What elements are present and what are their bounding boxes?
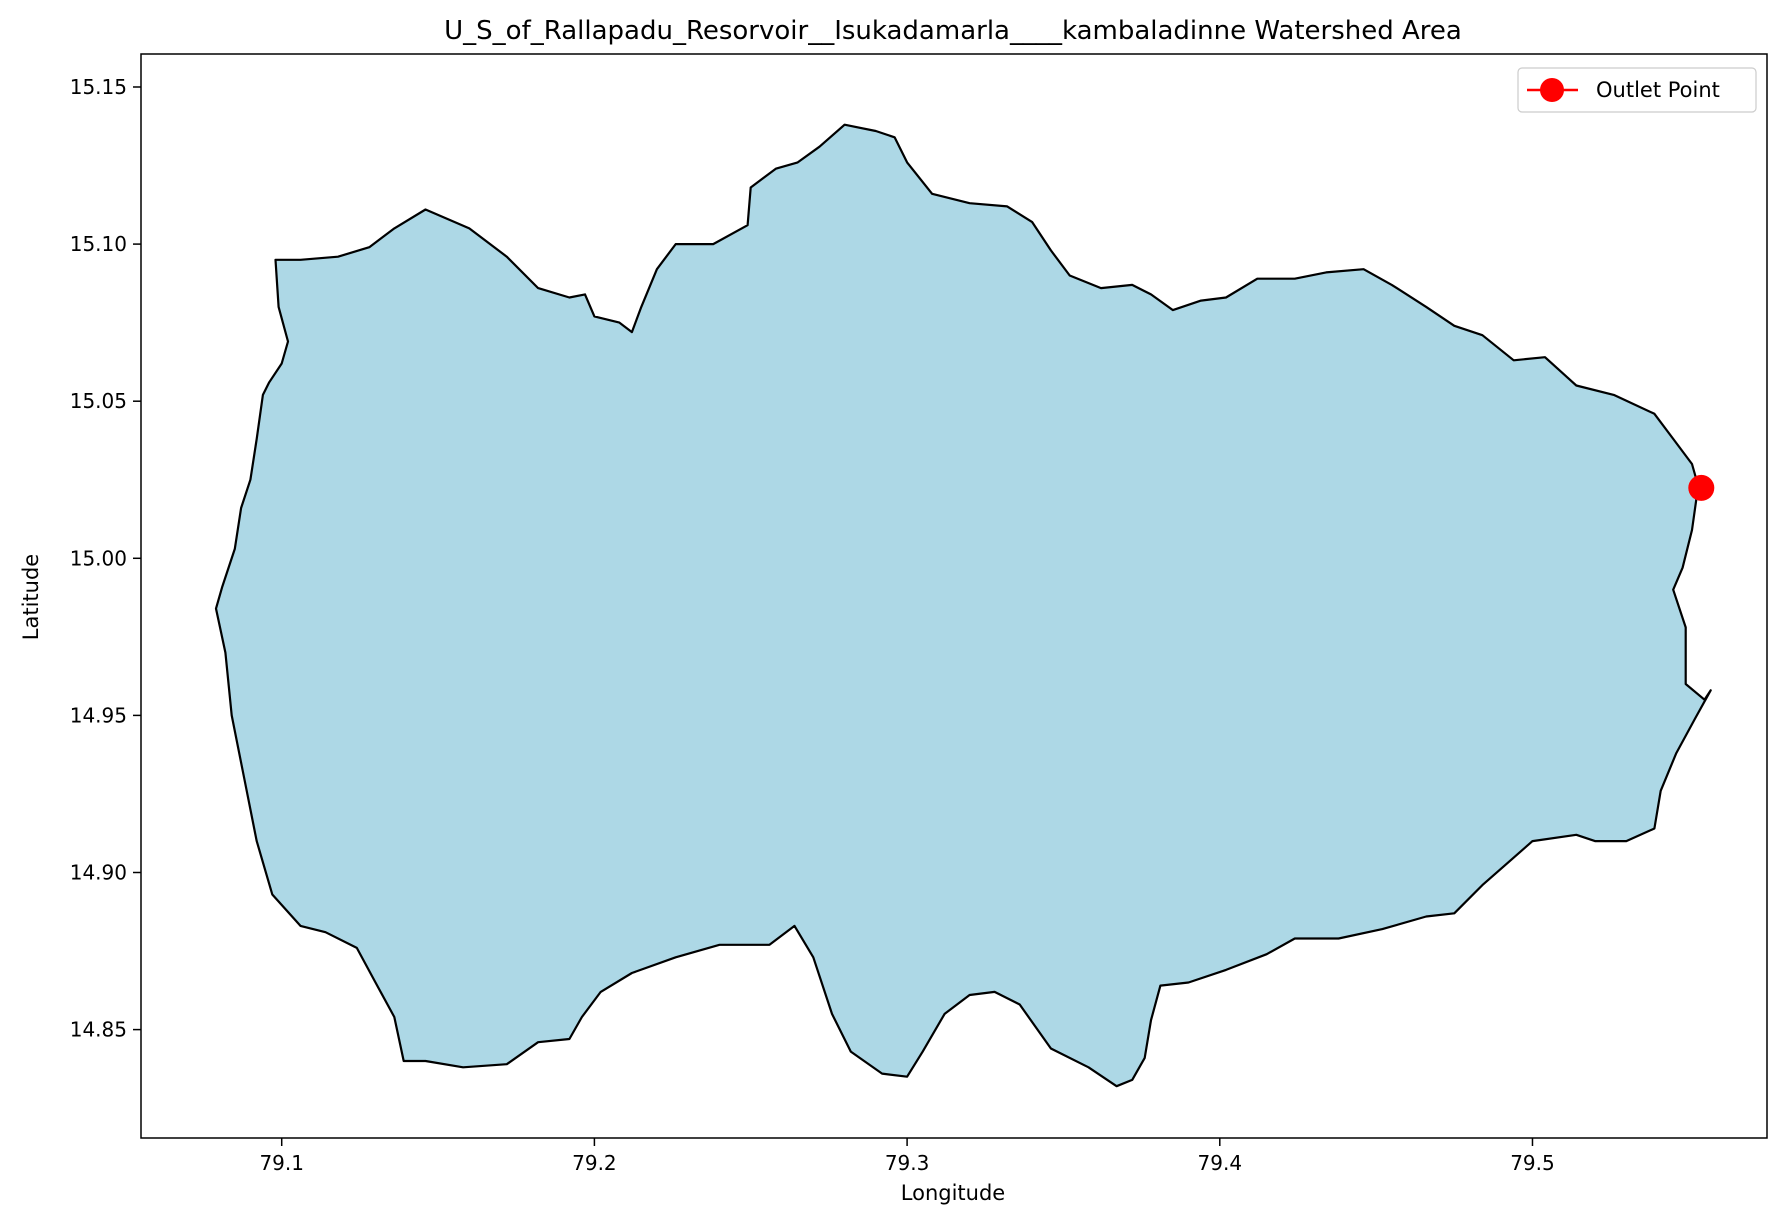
y-axis-ticks: 14.85 14.90 14.95 15.00 15.05 15.10 15.15 [70,75,141,1042]
x-tick-label: 79.2 [572,1151,617,1175]
x-tick-label: 79.5 [1510,1151,1555,1175]
y-tick-label: 14.85 [70,1018,127,1042]
y-tick-label: 14.90 [70,860,127,884]
x-tick-label: 79.3 [885,1151,930,1175]
axes-frame [140,53,1768,1139]
outlet-point-marker [1688,474,1715,501]
x-tick-label: 79.1 [259,1151,304,1175]
x-tick-label: 79.4 [1198,1151,1243,1175]
legend: Outlet Point [1517,67,1757,113]
x-axis-label: Longitude [901,1181,1005,1205]
y-tick-label: 15.10 [70,232,127,256]
legend-label-outlet-point: Outlet Point [1596,78,1720,102]
y-tick-label: 15.15 [70,75,127,99]
y-tick-label: 15.00 [70,546,127,570]
x-axis-ticks: 79.1 79.2 79.3 79.4 79.5 [259,1138,1555,1175]
y-axis-label: Latitude [19,554,43,640]
chart-title: U_S_of_Rallapadu_Resorvoir__Isukadamarla… [444,16,1462,46]
watershed-polygon [214,123,1712,1088]
y-tick-label: 15.05 [70,389,127,413]
y-tick-label: 14.95 [70,703,127,727]
legend-box [1517,67,1757,113]
legend-outlet-marker [1540,78,1564,102]
plot-area [214,123,1715,1088]
